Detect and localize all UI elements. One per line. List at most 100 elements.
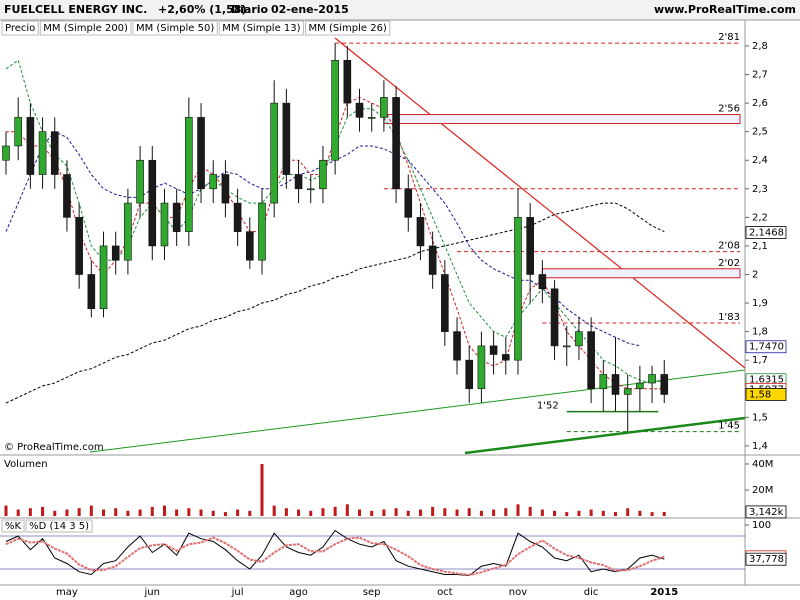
y-tick-label: 1,4 — [752, 441, 768, 452]
legend-entry: MM (Simple 13) — [222, 23, 300, 34]
y-tick-label: 2,6 — [752, 98, 768, 109]
candle-body — [587, 331, 595, 390]
candle-body — [319, 159, 327, 190]
volume-bar — [589, 509, 593, 516]
volume-bar — [89, 505, 93, 516]
trendline — [334, 37, 746, 369]
legend-entry: MM (Simple 26) — [309, 23, 387, 34]
y-tick-label: 1,9 — [752, 298, 768, 309]
candle-body — [355, 102, 364, 118]
price-tag-label: 2,1468 — [749, 228, 784, 239]
volume-bar — [504, 508, 508, 516]
x-tick-label: oct — [437, 587, 453, 598]
volume-bar — [492, 509, 496, 516]
x-tick-label: jun — [144, 587, 160, 598]
candle-body — [209, 174, 218, 190]
y-tick-label: 20M — [752, 485, 773, 496]
legend-box — [218, 20, 305, 36]
header-title: FUELCELL ENERGY INC. — [4, 3, 147, 16]
candle-body — [294, 174, 303, 190]
legend-entry: MM (Simple 200) — [43, 23, 128, 34]
volume-bar — [345, 504, 349, 516]
price-tag — [745, 340, 787, 354]
volume-bar — [138, 509, 142, 516]
volume-bar — [626, 508, 630, 516]
y-tick-label: 2,4 — [752, 155, 768, 166]
volume-bar — [662, 511, 666, 516]
candle-body — [270, 102, 278, 204]
volume-bar — [601, 510, 605, 516]
volume-bar — [333, 506, 337, 516]
site-link[interactable]: www.ProRealTime.com — [654, 3, 796, 16]
candle-body — [441, 274, 449, 332]
level-label: 2'81 — [718, 32, 740, 43]
candle-body — [416, 217, 425, 247]
candle-body — [514, 217, 522, 361]
candle-body — [538, 274, 547, 290]
candle-body — [75, 217, 83, 275]
candle-body — [623, 388, 632, 395]
candle-body — [477, 345, 486, 390]
candle-body — [160, 202, 169, 247]
volume-bar — [565, 512, 569, 516]
candle-body — [282, 102, 291, 175]
volume-bar — [114, 508, 118, 516]
candle-body — [526, 217, 534, 275]
volume-bar — [284, 508, 288, 516]
volume-bar — [223, 512, 227, 516]
candle-body — [404, 188, 413, 218]
legend-box — [1, 519, 25, 533]
candle-body — [550, 288, 559, 347]
price-tag — [745, 552, 787, 566]
volume-bar — [443, 508, 447, 516]
trendline — [464, 416, 746, 455]
volume-bar — [382, 509, 386, 516]
pane-title: Volumen — [4, 459, 48, 470]
candle-body — [26, 117, 35, 175]
legend-entry: MM (Simple 50) — [136, 23, 214, 34]
level-label: 1'52 — [537, 401, 559, 412]
candle-body — [501, 354, 510, 361]
y-tick-label: 2,3 — [752, 184, 768, 195]
candle-body — [465, 359, 474, 390]
volume-bar — [248, 510, 252, 516]
volume-bar — [431, 506, 435, 516]
level-box — [383, 114, 741, 125]
volume-bar — [455, 509, 459, 516]
volume-bar — [321, 508, 325, 516]
volume-bar — [577, 510, 581, 516]
legend-entry: %D (14 3 5) — [29, 521, 89, 532]
volume-bar — [211, 510, 215, 516]
candle-body — [233, 202, 242, 232]
volume-bar — [28, 508, 32, 516]
candle-body — [136, 159, 144, 204]
volume-bar — [236, 509, 240, 516]
candle-body — [660, 374, 669, 395]
candle-body — [14, 117, 22, 147]
candle-body — [246, 231, 254, 261]
candle-body — [258, 202, 266, 261]
volume-bar — [199, 509, 203, 516]
volume-bar — [102, 509, 106, 516]
candle-body — [575, 331, 583, 347]
y-tick-label: 1,7 — [752, 355, 768, 366]
y-tick-label: 1,5 — [752, 412, 768, 423]
legend-box — [1, 20, 39, 36]
volume-bar — [394, 508, 398, 516]
candle-body — [38, 131, 47, 175]
candle-body — [648, 374, 656, 384]
x-tick-label: ago — [289, 587, 308, 598]
header-change: +2,60% (1,58) — [158, 3, 246, 16]
candle-body — [392, 97, 400, 190]
candle-body — [172, 202, 181, 232]
candle-body — [611, 374, 620, 395]
volume-bar — [406, 510, 410, 516]
candle-body — [2, 145, 10, 161]
volume-bar — [53, 510, 57, 516]
volume-bar — [467, 508, 471, 516]
candle-body — [124, 202, 132, 261]
x-tick-label: nov — [509, 587, 527, 598]
candle-body — [87, 274, 96, 310]
legend-box — [39, 20, 132, 36]
